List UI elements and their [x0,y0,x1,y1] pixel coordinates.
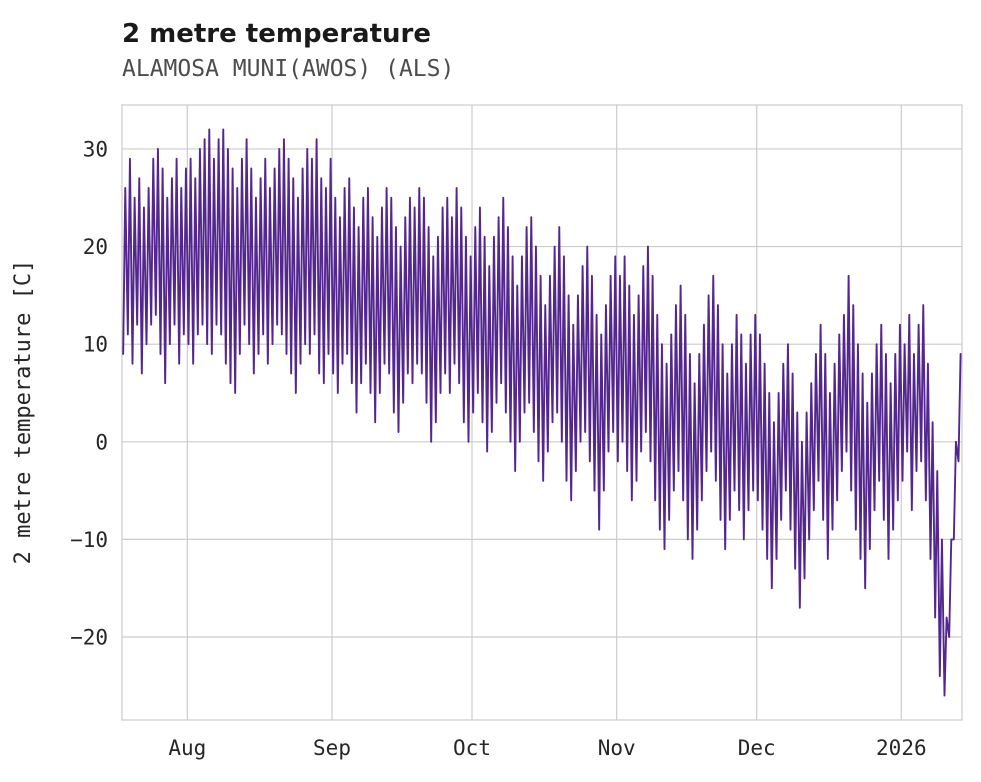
y-tick-0: 0 [95,430,108,454]
y-tick-20: 20 [83,235,108,259]
y-tick-neg10: −10 [70,528,108,552]
y-tick-neg20: −20 [70,626,108,650]
chart-subtitle: ALAMOSA MUNI(AWOS) (ALS) [122,56,454,82]
y-tick-30: 30 [83,137,108,161]
y-axis-label: 2 metre temperature [C] [11,260,36,565]
chart-title: 2 metre temperature [122,19,431,49]
x-tick-sep: Sep [313,736,351,760]
temperature-line-series [122,128,962,697]
x-tick-dec: Dec [738,736,776,760]
x-tick-labels: Aug Sep Oct Nov Dec 2026 [168,736,926,760]
x-tick-nov: Nov [598,736,636,760]
plot-border [121,104,963,721]
x-tick-oct: Oct [453,736,491,760]
y-tick-10: 10 [83,333,108,357]
x-tick-2026: 2026 [876,736,927,760]
x-tick-aug: Aug [168,736,206,760]
y-tick-labels: 30 20 10 0 −10 −20 [70,137,108,649]
